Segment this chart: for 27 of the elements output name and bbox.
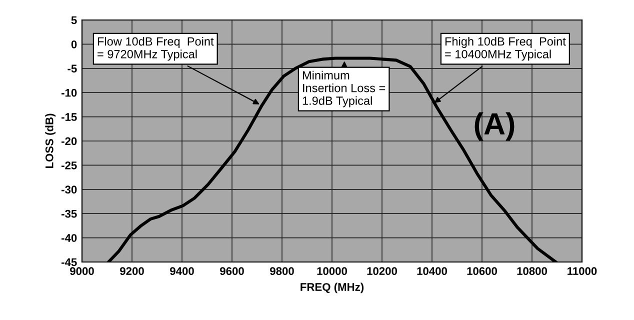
y-tick-label: -40 <box>62 234 77 242</box>
annotation: Flow 10dB Freq Point = 9720MHz Typical <box>98 36 214 61</box>
x-tick-label: 9400 <box>170 267 194 276</box>
x-tick-label: 9000 <box>70 267 94 276</box>
x-tick-label: 9200 <box>120 267 144 276</box>
x-tick-label: 9600 <box>220 267 244 276</box>
x-axis-title: FREQ (MHz) <box>300 282 364 294</box>
y-tick-label: -5 <box>68 64 77 73</box>
x-tick-label: 10800 <box>517 267 547 276</box>
y-tick-label: -10 <box>62 88 77 97</box>
x-tick-label: 10600 <box>467 267 497 276</box>
x-tick-label: 10200 <box>367 267 397 276</box>
y-tick-label: -45 <box>62 258 77 266</box>
y-axis-title: LOSS (dB) <box>45 114 56 168</box>
y-tick-label: -15 <box>62 113 77 121</box>
y-tick-label: -20 <box>62 137 77 146</box>
y-tick-label: 5 <box>71 16 77 24</box>
y-tick-label: -30 <box>62 186 77 194</box>
y-tick-label: -35 <box>62 210 77 218</box>
x-tick-label: 9800 <box>270 267 294 276</box>
x-tick-label: 10400 <box>417 267 447 276</box>
x-tick-label: 11000 <box>568 267 597 276</box>
y-tick-label: -25 <box>62 161 77 170</box>
annotation: Fhigh 10dB Freq Point = 10400MHz Typical <box>445 36 566 61</box>
y-tick-label: 0 <box>71 40 77 48</box>
annotation: Minimum Insertion Loss = 1.9dB Typical <box>302 70 386 108</box>
x-tick-label: 10000 <box>317 267 347 276</box>
